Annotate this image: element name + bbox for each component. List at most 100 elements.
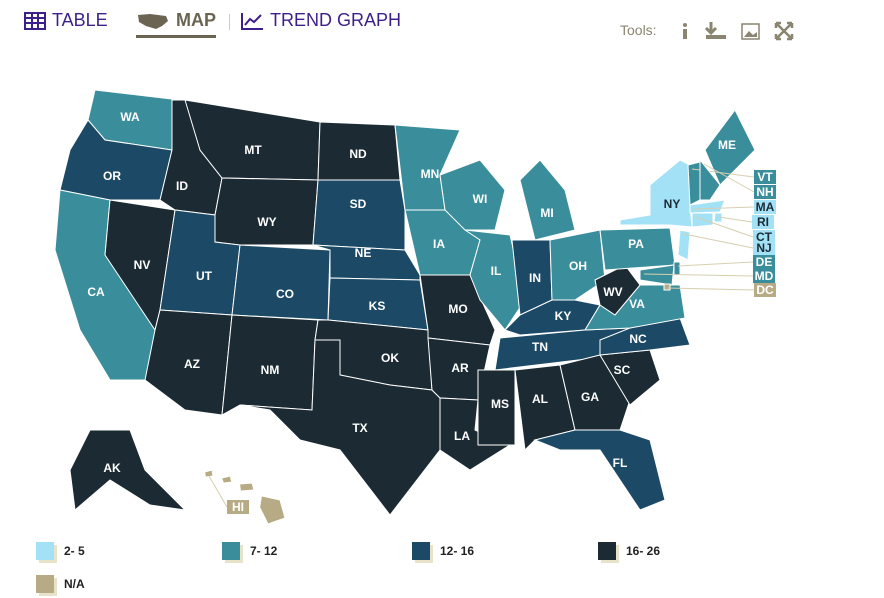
fullscreen-icon[interactable] <box>774 21 794 41</box>
leader-line <box>667 287 755 291</box>
legend-label: 12- 16 <box>440 544 474 558</box>
legend-swatch <box>598 542 616 560</box>
state-label: NM <box>261 363 280 377</box>
state-label: MS <box>491 397 509 411</box>
state-label: AZ <box>184 357 200 371</box>
state-label: NH <box>756 185 773 199</box>
state-label: OH <box>569 259 587 273</box>
state-label: PA <box>628 237 644 251</box>
state-label: SD <box>350 197 367 211</box>
state-shape[interactable] <box>204 469 286 525</box>
state-label: VT <box>757 170 773 184</box>
state-shape[interactable] <box>312 179 406 251</box>
label-box <box>752 215 774 229</box>
state-shape[interactable] <box>687 161 701 206</box>
state-shape[interactable] <box>214 177 319 246</box>
tool-icons <box>683 21 794 41</box>
legend-swatch <box>222 542 240 560</box>
state-shape[interactable] <box>519 159 576 241</box>
separator <box>229 14 230 30</box>
state-label: HI <box>232 500 244 514</box>
state-label: UT <box>196 269 213 283</box>
leader-line <box>683 233 754 249</box>
leader-line <box>693 206 755 210</box>
state-shape[interactable] <box>691 212 714 228</box>
state-label: IN <box>529 271 541 285</box>
state-label: SC <box>614 363 631 377</box>
leader-line <box>703 163 755 193</box>
state-label: DC <box>756 283 774 297</box>
trend-tab[interactable]: TREND GRAPH <box>240 10 401 31</box>
image-icon[interactable] <box>741 23 760 40</box>
legend-label: 7- 12 <box>250 544 278 558</box>
leader-line <box>643 273 754 277</box>
state-shape[interactable] <box>689 199 726 214</box>
tools-label: Tools: <box>620 22 657 38</box>
state-label: WV <box>603 285 622 299</box>
label-box <box>754 200 776 214</box>
state-label: IA <box>433 237 445 251</box>
state-shape[interactable] <box>533 429 666 511</box>
state-label: TN <box>532 340 548 354</box>
state-label: OK <box>381 351 399 365</box>
legend-label: 2- 5 <box>64 544 85 558</box>
state-label: NY <box>664 197 681 211</box>
state-shape[interactable] <box>549 229 606 301</box>
label-box <box>227 500 249 514</box>
state-shape[interactable] <box>619 159 693 228</box>
map-tab[interactable]: MAP <box>136 10 216 38</box>
state-shape[interactable] <box>239 339 441 516</box>
state-shape[interactable] <box>677 229 691 261</box>
state-label: MD <box>755 269 774 283</box>
label-box <box>754 170 776 184</box>
legend-swatch <box>36 575 54 593</box>
state-label: OR <box>103 169 121 183</box>
state-shape[interactable] <box>439 159 506 231</box>
state-shape[interactable] <box>699 158 721 201</box>
state-label: KS <box>369 299 386 313</box>
leader-line <box>677 261 754 267</box>
state-label: LA <box>454 429 470 443</box>
state-label: NV <box>134 258 151 272</box>
state-shape[interactable] <box>704 109 756 186</box>
table-tab[interactable]: TABLE <box>24 10 108 31</box>
trend-icon <box>241 12 263 30</box>
state-label: FL <box>613 456 628 470</box>
state-label: MI <box>540 206 553 220</box>
tab-label: TABLE <box>52 10 108 30</box>
state-shape[interactable] <box>69 429 187 511</box>
state-shape[interactable] <box>663 283 671 291</box>
state-shape[interactable] <box>59 119 173 201</box>
state-label: KY <box>555 309 572 323</box>
label-box <box>753 241 775 255</box>
state-label: AR <box>451 361 469 375</box>
state-label: WA <box>120 110 140 124</box>
state-label: AL <box>532 392 548 406</box>
label-box <box>753 230 775 244</box>
info-icon[interactable] <box>683 23 687 39</box>
state-label: ND <box>349 147 367 161</box>
state-shape[interactable] <box>673 261 681 276</box>
leader-line <box>695 216 754 238</box>
state-shape[interactable] <box>713 212 723 223</box>
state-label: GA <box>581 390 599 404</box>
leader-line <box>208 475 228 508</box>
state-label: IL <box>491 264 502 278</box>
state-label: WI <box>473 192 488 206</box>
state-label: CO <box>276 287 294 301</box>
download-icon[interactable] <box>704 22 726 39</box>
state-shape[interactable] <box>477 369 516 446</box>
state-label: ID <box>176 179 188 193</box>
state-label: CT <box>756 230 773 244</box>
state-shape[interactable] <box>231 244 331 321</box>
state-label: RI <box>757 215 769 229</box>
state-label: CA <box>87 285 105 299</box>
state-shape[interactable] <box>639 264 675 286</box>
state-label: WY <box>257 215 276 229</box>
state-label: NE <box>355 246 372 260</box>
state-label: DE <box>756 255 773 269</box>
state-shape[interactable] <box>504 299 601 336</box>
state-label: MA <box>756 200 775 214</box>
